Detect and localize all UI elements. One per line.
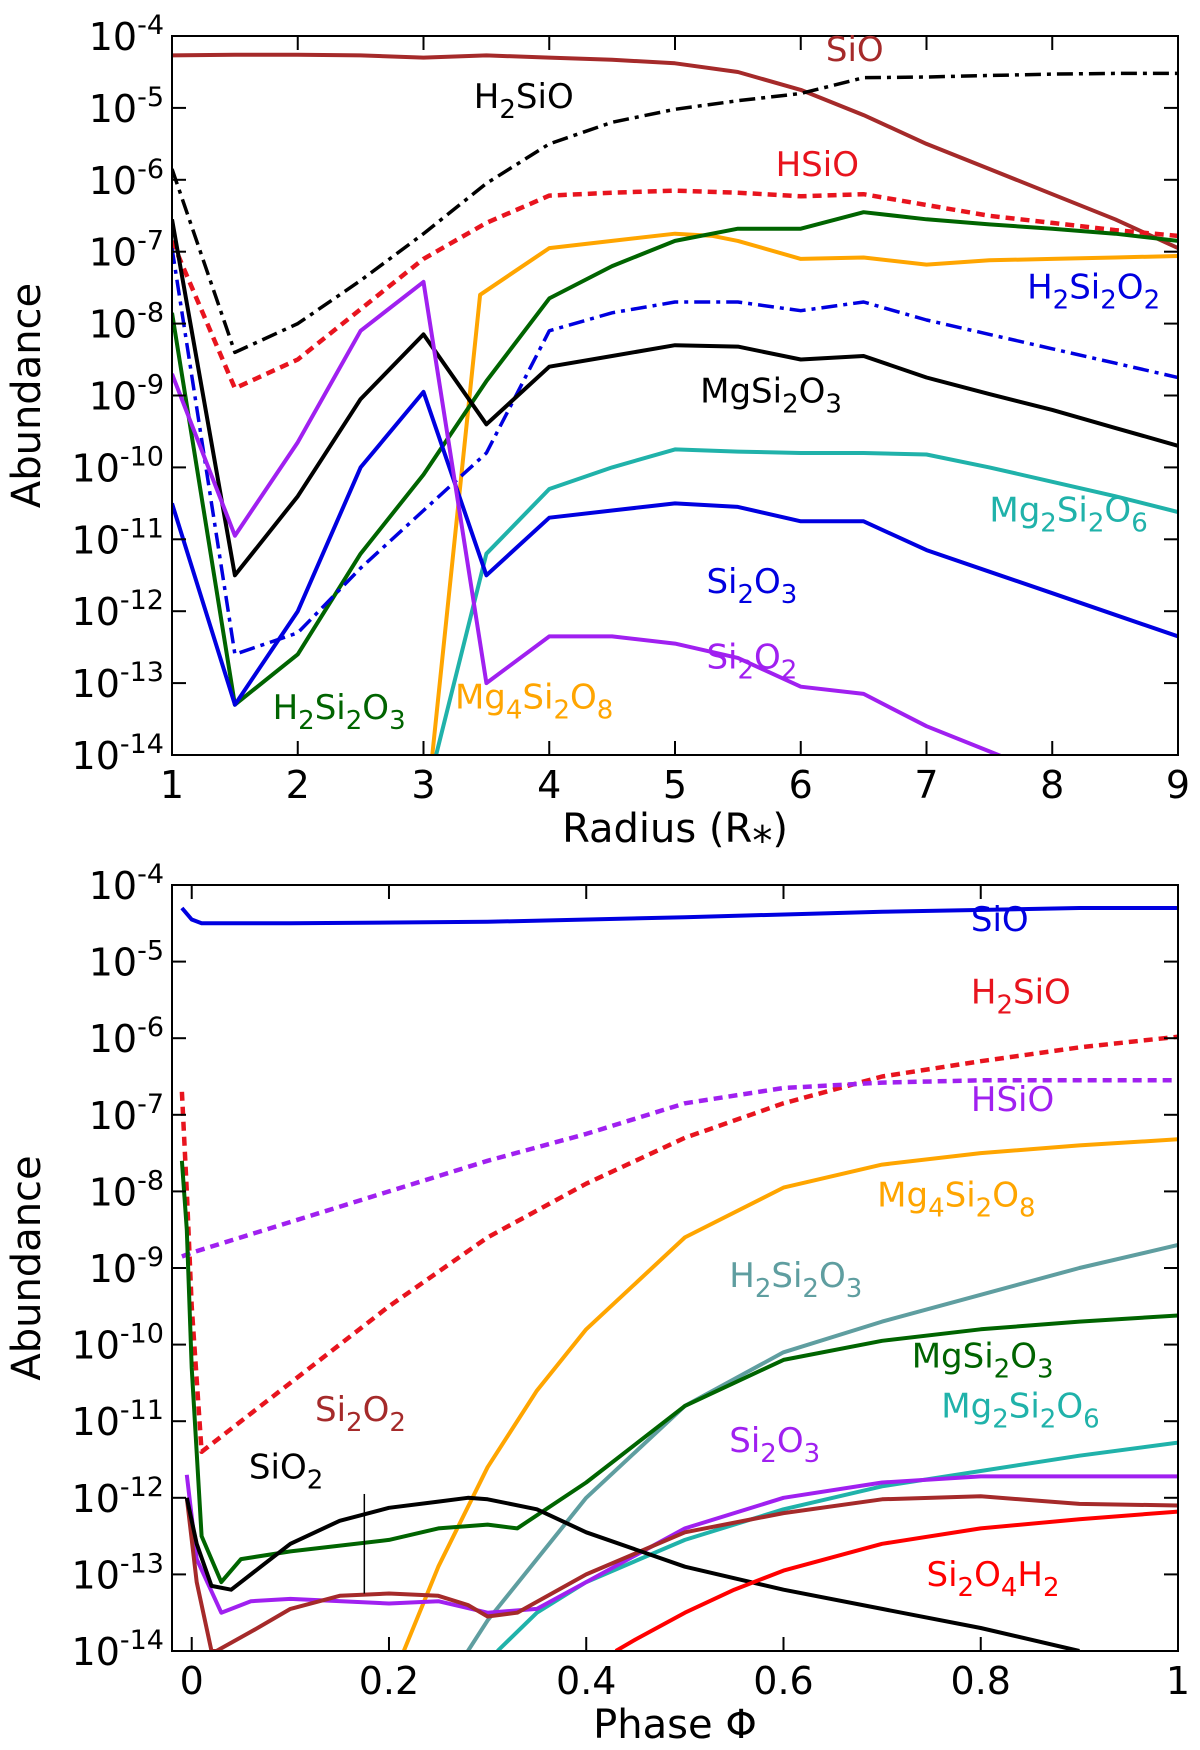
series-mg2si2o6-line: [434, 447, 1178, 755]
y-axis-label: Abundance: [4, 283, 50, 508]
series-hsio-line: [181, 1078, 1178, 1259]
y-tick-label: 10-6: [89, 154, 164, 203]
series-mgsi2o3-line: [179, 1160, 1178, 1585]
y-tick-label: 10-13: [72, 657, 164, 706]
series-sio-line: [180, 906, 1178, 926]
y-tick-label: 10-5: [89, 936, 164, 985]
series-si2o4h2-line: [614, 1509, 1178, 1651]
series-mgsi2o3-line: [172, 218, 1178, 578]
x-tick-label: 3: [411, 763, 435, 807]
y-tick-label: 10-14: [72, 1625, 164, 1674]
y-tick-label: 10-11: [72, 1395, 164, 1444]
y-tick-label: 10-9: [89, 1242, 164, 1291]
x-tick-label: 0.2: [359, 1659, 419, 1703]
y-tick-label: 10-12: [72, 1472, 164, 1521]
series-h2si2o3-line: [172, 210, 1178, 707]
label-h2sio: H2SiO: [474, 77, 574, 125]
label-mg2si2o6: Mg2Si2O6: [989, 490, 1147, 538]
y-tick-label: 10-7: [89, 226, 164, 275]
label-sio: SiO: [971, 900, 1029, 940]
panel-2: 0 0.2 0.4 0.6 0.8 1 10-4 10-5 10-6 10-7 10-8 10-9 10…: [4, 859, 1190, 1748]
x-tick-label: 9: [1166, 763, 1190, 807]
y-tick-label: 10-5: [89, 82, 164, 131]
label-h2si2o3: H2Si2O3: [273, 688, 406, 736]
label-sio2: SiO2: [249, 1448, 323, 1496]
label-si2o3: Si2O3: [706, 562, 797, 610]
y-tick-label: 10-8: [89, 1165, 164, 1214]
series-h2sio-line: [172, 71, 1178, 355]
series-mg4si2o8-line: [401, 1137, 1178, 1651]
y-tick-label: 10-12: [72, 585, 164, 634]
series-sio2-line: [184, 1495, 1080, 1651]
x-tick-label: 8: [1040, 763, 1064, 807]
series-hsio-line: [172, 188, 1178, 391]
y-axis-label: Abundance: [4, 1155, 50, 1380]
label-si2o2: Si2O2: [706, 638, 797, 686]
series-si2o3-line: [172, 389, 1178, 707]
series-si2o2-line: [172, 279, 1004, 755]
x-tick-label: 5: [663, 763, 687, 807]
series-si2o2-line: [184, 1494, 1178, 1651]
y-tick-label: 10-10: [72, 441, 164, 490]
label-h2sio: H2SiO: [971, 973, 1071, 1021]
x-tick-label: 0.6: [753, 1659, 813, 1703]
y-tick-label: 10-9: [89, 370, 164, 419]
y-tick-label: 10-7: [89, 1089, 164, 1138]
y-tick-label: 10-13: [72, 1548, 164, 1597]
x-tick-label: 1: [1166, 1659, 1190, 1703]
y-tick-label: 10-10: [72, 1319, 164, 1368]
label-sio: SiO: [826, 30, 884, 70]
y-tick-label: 10-11: [72, 513, 164, 562]
x-tick-label: 0.4: [556, 1659, 616, 1703]
series-lines: [172, 52, 1178, 755]
panel-1: 1 2 3 4 5 6 7 8 9 10-4 10-5 10-6 10-7 10-8 10-9 10-10 10…: [4, 10, 1190, 852]
label-mg4si2o8: Mg4Si2O8: [455, 677, 613, 725]
x-tick-label: 7: [914, 763, 938, 807]
x-tick-label: 4: [537, 763, 561, 807]
label-si2o4h2: Si2O4H2: [927, 1555, 1060, 1603]
series-h2si2o2-line: [172, 247, 1178, 657]
label-hsio: HSiO: [971, 1080, 1054, 1120]
series-si2o3-line: [184, 1474, 1178, 1615]
label-h2si2o2: H2Si2O2: [1027, 267, 1160, 315]
series-lines: [179, 906, 1178, 1651]
x-tick-label: 1: [160, 763, 184, 807]
label-si2o3: Si2O3: [729, 1421, 820, 1469]
series-mg2si2o6-line: [496, 1440, 1178, 1651]
label-mg4si2o8: Mg4Si2O8: [877, 1176, 1035, 1224]
label-mg2si2o6: Mg2Si2O6: [941, 1386, 1099, 1434]
x-tick-label: 0.8: [951, 1659, 1011, 1703]
y-tick-label: 10-8: [89, 298, 164, 347]
label-si2o2: Si2O2: [315, 1390, 406, 1438]
series-mg4si2o8-line: [430, 231, 1178, 755]
label-mgsi2o3: MgSi2O3: [700, 372, 842, 420]
x-tick-label: 2: [286, 763, 310, 807]
x-axis-label: Phase Φ: [593, 1702, 757, 1745]
series-h2sio-line: [179, 1034, 1178, 1455]
y-tick-label: 10-6: [89, 1012, 164, 1061]
x-tick-label: 6: [789, 763, 813, 807]
label-mgsi2o3: MgSi2O3: [912, 1337, 1054, 1385]
label-h2si2o3: H2Si2O3: [729, 1256, 862, 1304]
series-h2si2o3-line: [466, 1243, 1178, 1651]
y-tick-label: 10-4: [89, 10, 164, 59]
y-tick-label: 10-4: [89, 859, 164, 908]
label-hsio: HSiO: [776, 145, 859, 185]
y-tick-label: 10-14: [72, 729, 164, 778]
x-axis-label: Radius (R⁎): [562, 806, 788, 852]
x-tick-label: 0: [180, 1659, 204, 1703]
series-sio-line: [172, 52, 1178, 250]
